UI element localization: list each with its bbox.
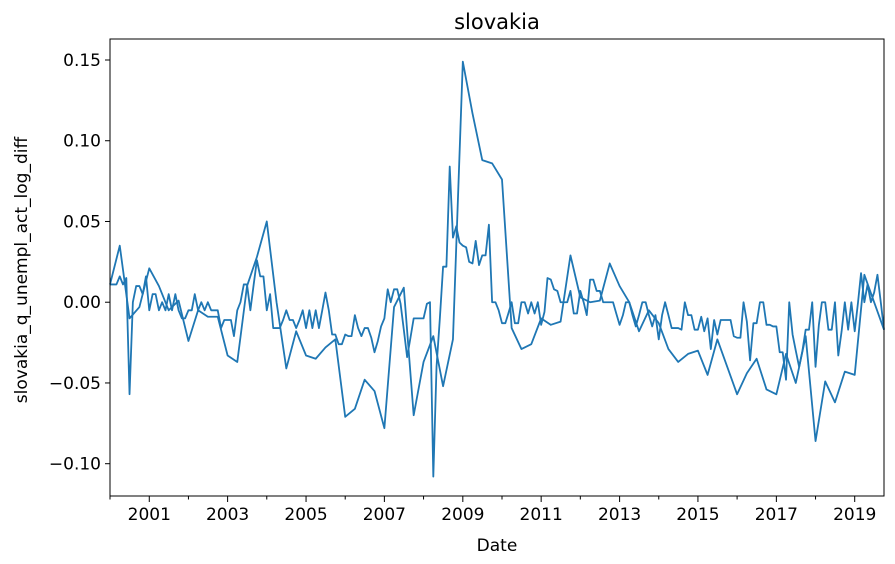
x-tick-label: 2017 bbox=[755, 505, 798, 525]
x-tick-label: 2011 bbox=[520, 505, 563, 525]
y-tick-label: 0.10 bbox=[63, 132, 101, 152]
y-tick-label: 0.00 bbox=[63, 293, 101, 313]
x-tick-label: 2001 bbox=[128, 505, 171, 525]
x-axis: 2001 2003 2005 2007 2009 2011 2013 2015 2017 2019 bbox=[109, 496, 876, 525]
y-tick-label: −0.10 bbox=[49, 455, 101, 475]
plot-area bbox=[109, 60, 885, 478]
x-tick-label: 2007 bbox=[363, 505, 406, 525]
x-axis-label: Date bbox=[477, 536, 518, 556]
x-tick-label: 2015 bbox=[676, 505, 719, 525]
x-tick-label: 2003 bbox=[206, 505, 249, 525]
x-tick-label: 2009 bbox=[441, 505, 484, 525]
plot-frame bbox=[109, 38, 885, 497]
x-tick-label: 2005 bbox=[284, 505, 327, 525]
series-line-1 bbox=[109, 60, 885, 442]
series-line-2 bbox=[110, 165, 885, 478]
y-axis-label: slovakia_q_unempl_act_log_diff bbox=[12, 136, 32, 404]
y-tick-label: 0.15 bbox=[63, 51, 101, 71]
y-tick-label: 0.05 bbox=[63, 212, 101, 232]
x-tick-label: 2013 bbox=[598, 505, 641, 525]
y-tick-label: −0.05 bbox=[49, 374, 101, 394]
chart-title: slovakia bbox=[454, 10, 540, 34]
x-tick-label: 2019 bbox=[833, 505, 876, 525]
y-axis: −0.10 −0.05 0.00 0.05 0.10 0.15 bbox=[49, 51, 110, 475]
